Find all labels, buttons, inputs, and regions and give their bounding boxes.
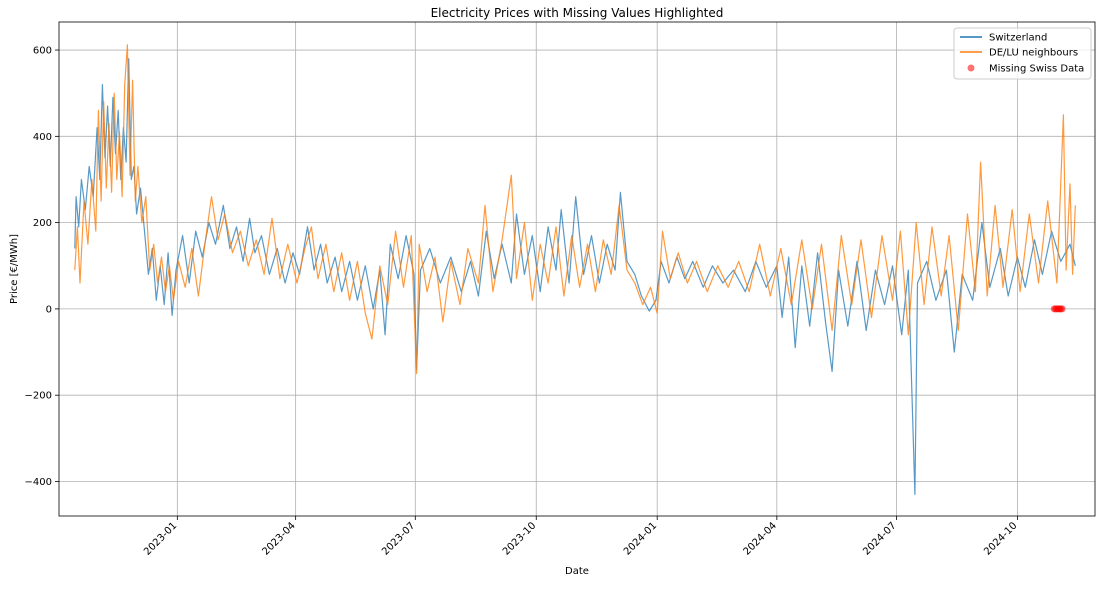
y-axis-label: Price [€/MWh] — [9, 234, 20, 304]
x-tick-label: 2023-07 — [380, 520, 417, 557]
x-tick: 2024-01 — [622, 516, 659, 558]
legend-label-missing: Missing Swiss Data — [989, 64, 1084, 75]
y-tick-label: 600 — [33, 46, 52, 57]
x-tick-label: 2024-10 — [982, 520, 1019, 557]
y-tick: 200 — [33, 218, 59, 229]
plot-frame — [58, 21, 1096, 517]
x-tick: 2024-07 — [861, 516, 899, 558]
series-line-switzerland — [74, 58, 1076, 495]
y-tick: 0 — [46, 304, 59, 315]
legend-swatch-missing — [967, 64, 975, 72]
x-tick-label: 2023-10 — [501, 520, 538, 557]
x-tick: 2023-01 — [142, 516, 179, 558]
y-tick-label: −200 — [25, 391, 52, 402]
y-tick: −400 — [25, 477, 59, 488]
chart-title: Electricity Prices with Missing Values H… — [431, 6, 724, 20]
x-tick-label: 2024-07 — [861, 520, 898, 557]
y-tick: −200 — [25, 391, 59, 402]
series-line-delu — [74, 44, 1076, 375]
series-layer — [74, 44, 1076, 495]
x-tick-label: 2024-04 — [742, 520, 779, 557]
x-tick-label: 2023-01 — [142, 520, 179, 557]
y-tick: 600 — [33, 46, 59, 57]
x-tick: 2024-04 — [742, 516, 779, 558]
x-tick-label: 2024-01 — [622, 520, 659, 557]
y-tick: 400 — [33, 132, 59, 143]
y-tick-label: −400 — [25, 477, 52, 488]
missing-points — [1050, 305, 1066, 313]
x-axis-label: Date — [565, 566, 589, 577]
legend-label-switzerland: Switzerland — [989, 33, 1047, 44]
x-tick: 2023-10 — [501, 516, 538, 558]
x-tick: 2024-10 — [982, 516, 1020, 558]
missing-point — [1058, 305, 1066, 313]
x-tick-label: 2023-04 — [260, 520, 297, 557]
legend: Switzerland DE/LU neighbours Missing Swi… — [953, 27, 1092, 80]
legend-box — [953, 27, 1092, 80]
y-tick-label: 200 — [33, 218, 52, 229]
x-tick: 2023-04 — [260, 516, 298, 558]
x-tick: 2023-07 — [380, 516, 417, 558]
y-tick-label: 400 — [33, 132, 52, 143]
y-axis-ticks: −400 −200 0 200 400 600 — [25, 46, 59, 488]
x-axis-ticks: 2023-01 2023-04 2023-07 2023-10 2024-01 2024-… — [142, 516, 1020, 558]
y-tick-label: 0 — [46, 304, 52, 315]
legend-label-delu: DE/LU neighbours — [989, 48, 1078, 59]
